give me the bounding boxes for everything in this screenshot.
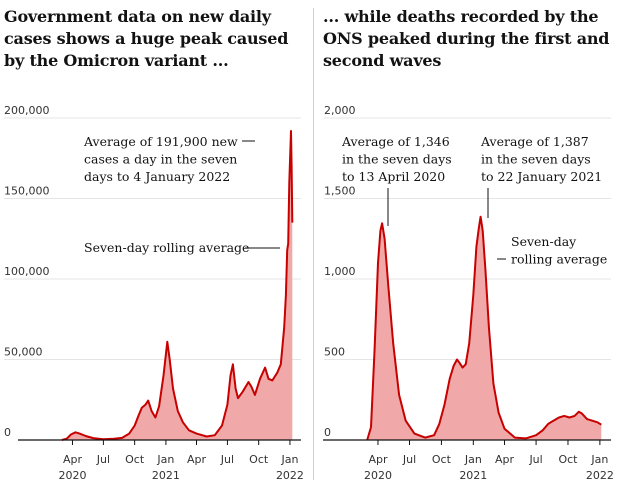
annotation-text: in the seven days [481,152,591,167]
series-line [366,215,602,441]
y-tick-label: 2,000 [324,104,356,117]
annotation-text: to 13 April 2020 [342,169,445,184]
y-tick-label: 100,000 [4,265,50,278]
x-tick-label: Oct [249,453,269,466]
annotation-text: cases a day in the seven [84,152,237,167]
y-tick-label: 200,000 [4,104,50,117]
x-tick-label: Jul [402,453,416,466]
y-tick-label: 500 [324,346,345,359]
x-tick-label: Jul [96,453,110,466]
annotation-text: Average of 191,900 new [83,134,238,149]
chart-title-cases: Government data on new daily cases shows… [4,7,289,70]
annotation-text: rolling average [511,252,607,267]
x-tick-label: Jul [220,453,234,466]
y-tick-label: 0 [4,426,11,439]
cases-chart: 0 50,000 100,000 150,000 200,000 Apr 2020 Jul Oc… [4,104,304,482]
x-tick-year: 2021 [152,469,180,482]
x-tick-label: Oct [558,453,578,466]
y-tick-label: 0 [324,426,331,439]
annotation-text: days to 4 January 2022 [84,169,230,184]
x-tick-year: 2020 [364,469,392,482]
annotation-text: to 22 January 2021 [481,169,602,184]
x-tick-year: 2021 [459,469,487,482]
x-tick-label: Apr [368,453,388,466]
annotation-text: in the seven days [342,152,452,167]
series-line [61,130,294,441]
annotation-text: Seven-day rolling average [84,240,249,255]
deaths-chart: 0 500 1,000 1,500 2,000 Apr 2020 Jul Oct Jan 2021 A… [323,104,614,482]
x-tick-label: Apr [495,453,515,466]
x-tick-year: 2022 [276,469,304,482]
y-tick-label: 1,000 [324,265,356,278]
annotation-text: Average of 1,346 [341,134,450,149]
series-area [367,216,602,440]
annotation-text: Seven-day [511,234,577,249]
x-tick-label: Jan [590,453,608,466]
x-tick-label: Apr [187,453,207,466]
panel-divider [313,8,314,480]
x-tick-label: Oct [432,453,452,466]
x-tick-year: 2020 [58,469,86,482]
x-tick-label: Oct [125,453,145,466]
series-area [61,131,293,440]
chart-title-deaths: ... while deaths recorded by the ONS pea… [323,7,610,70]
annotation-text: Average of 1,387 [480,134,589,149]
x-tick-year: 2022 [586,469,614,482]
x-tick-label: Apr [63,453,83,466]
x-tick-label: Jan [280,453,298,466]
x-tick-label: Jan [464,453,482,466]
x-tick-label: Jul [528,453,542,466]
y-tick-label: 50,000 [4,346,43,359]
y-tick-label: 150,000 [4,185,50,198]
x-tick-label: Jan [156,453,174,466]
y-tick-label: 1,500 [324,185,356,198]
